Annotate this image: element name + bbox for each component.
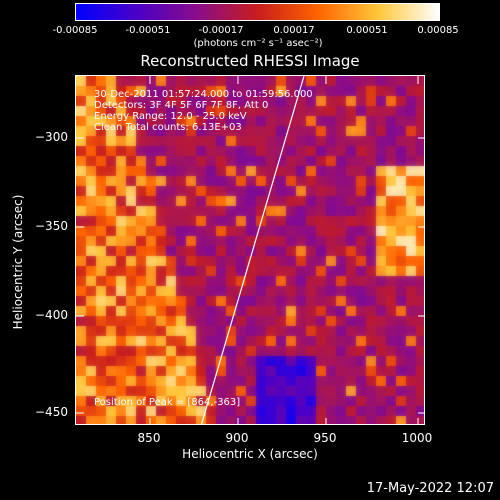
colorbar-tick: 0.00051	[346, 25, 388, 36]
x-tick-label: 950	[313, 431, 337, 445]
colorbar-tick: -0.00051	[125, 25, 171, 36]
colorbar-tick: 0.00017	[273, 25, 315, 36]
image-plot: 30-Dec-2011 01:57:24.000 to 01:59:56.000…	[75, 75, 425, 425]
info-clean-counts: Clean Total counts: 6.13E+03	[94, 122, 242, 133]
x-tick-label: 1000	[401, 431, 433, 445]
footer-date: 17-May-2022 12:07	[366, 481, 494, 496]
info-energy-range: Energy Range: 12.0 - 25.0 keV	[94, 111, 247, 122]
y-tick-label: −400	[35, 308, 68, 322]
colorbar-units: (photons cm⁻² s⁻¹ asec⁻²)	[193, 38, 323, 49]
reconstructed-image-heatmap	[76, 76, 424, 424]
x-tick-label: 850	[137, 431, 161, 445]
info-detectors: Detectors: 3F 4F 5F 6F 7F 8F, Att 0	[94, 100, 269, 111]
x-tick-label: 900	[225, 431, 249, 445]
info-time-range: 30-Dec-2011 01:57:24.000 to 01:59:56.000	[94, 89, 313, 100]
y-tick-label: −450	[35, 405, 68, 419]
info-peak-position: Position of Peak = [864,-363]	[94, 397, 241, 408]
y-tick-label: −350	[35, 219, 68, 233]
y-axis-label: Heliocentric Y (arcsec)	[11, 194, 25, 330]
x-axis-label: Heliocentric X (arcsec)	[182, 447, 318, 461]
plot-overlay	[76, 76, 424, 424]
colorbar-tick: 0.00085	[417, 25, 459, 36]
y-tick-label: −300	[35, 130, 68, 144]
colorbar-tick: -0.00085	[52, 25, 98, 36]
colorbar-tick: -0.00017	[198, 25, 244, 36]
colorbar	[75, 3, 440, 21]
solar-limb-line	[200, 76, 305, 424]
image-title: Reconstructed RHESSI Image	[140, 52, 360, 70]
axis-ticks	[76, 76, 424, 424]
